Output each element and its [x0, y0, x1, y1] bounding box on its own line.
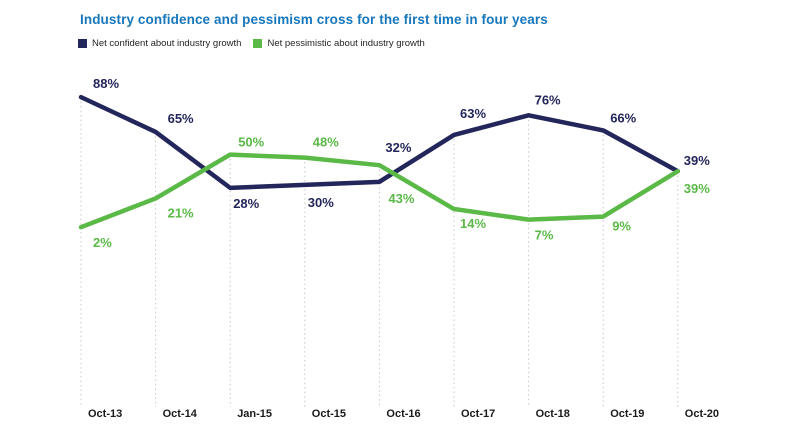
data-label: 28% [233, 196, 259, 211]
legend-label-confident: Net confident about industry growth [92, 38, 242, 49]
data-label: 63% [460, 106, 486, 121]
x-axis-label: Oct-17 [461, 408, 495, 420]
data-label: 65% [168, 111, 194, 126]
data-label: 14% [460, 216, 486, 231]
x-axis-label: Oct-14 [163, 408, 198, 420]
data-label: 50% [238, 135, 264, 150]
legend: Net confident about industry growth Net … [78, 38, 425, 49]
data-label: 9% [612, 219, 631, 234]
data-label: 39% [684, 153, 710, 168]
data-label: 76% [535, 92, 561, 107]
legend-label-pessimistic: Net pessimistic about industry growth [267, 38, 425, 49]
data-label: 7% [535, 228, 554, 243]
x-axis-label: Oct-16 [386, 408, 420, 420]
legend-item-confident: Net confident about industry growth [78, 38, 241, 49]
series-line-confident [78, 94, 681, 191]
data-label: 2% [93, 235, 112, 250]
data-label: 30% [308, 195, 334, 210]
data-label: 43% [388, 191, 414, 206]
series-line-pessimistic [78, 152, 681, 230]
x-axis-label: Oct-18 [536, 408, 570, 420]
legend-item-pessimistic: Net pessimistic about industry growth [253, 38, 425, 49]
chart-title: Industry confidence and pessimism cross … [80, 12, 548, 27]
x-axis-label: Oct-15 [312, 408, 346, 420]
data-label: 39% [684, 181, 710, 196]
square-swatch-icon [78, 39, 87, 48]
data-label: 32% [385, 140, 411, 155]
data-label: 66% [610, 110, 636, 125]
data-label: 21% [168, 205, 194, 220]
x-axis-label: Oct-19 [610, 408, 644, 420]
x-axis-label: Jan-15 [237, 408, 272, 420]
x-axis-label: Oct-20 [685, 408, 719, 420]
data-label: 48% [313, 135, 339, 150]
square-swatch-icon [253, 39, 263, 48]
data-label: 88% [93, 76, 119, 91]
x-axis-label: Oct-13 [88, 408, 122, 420]
